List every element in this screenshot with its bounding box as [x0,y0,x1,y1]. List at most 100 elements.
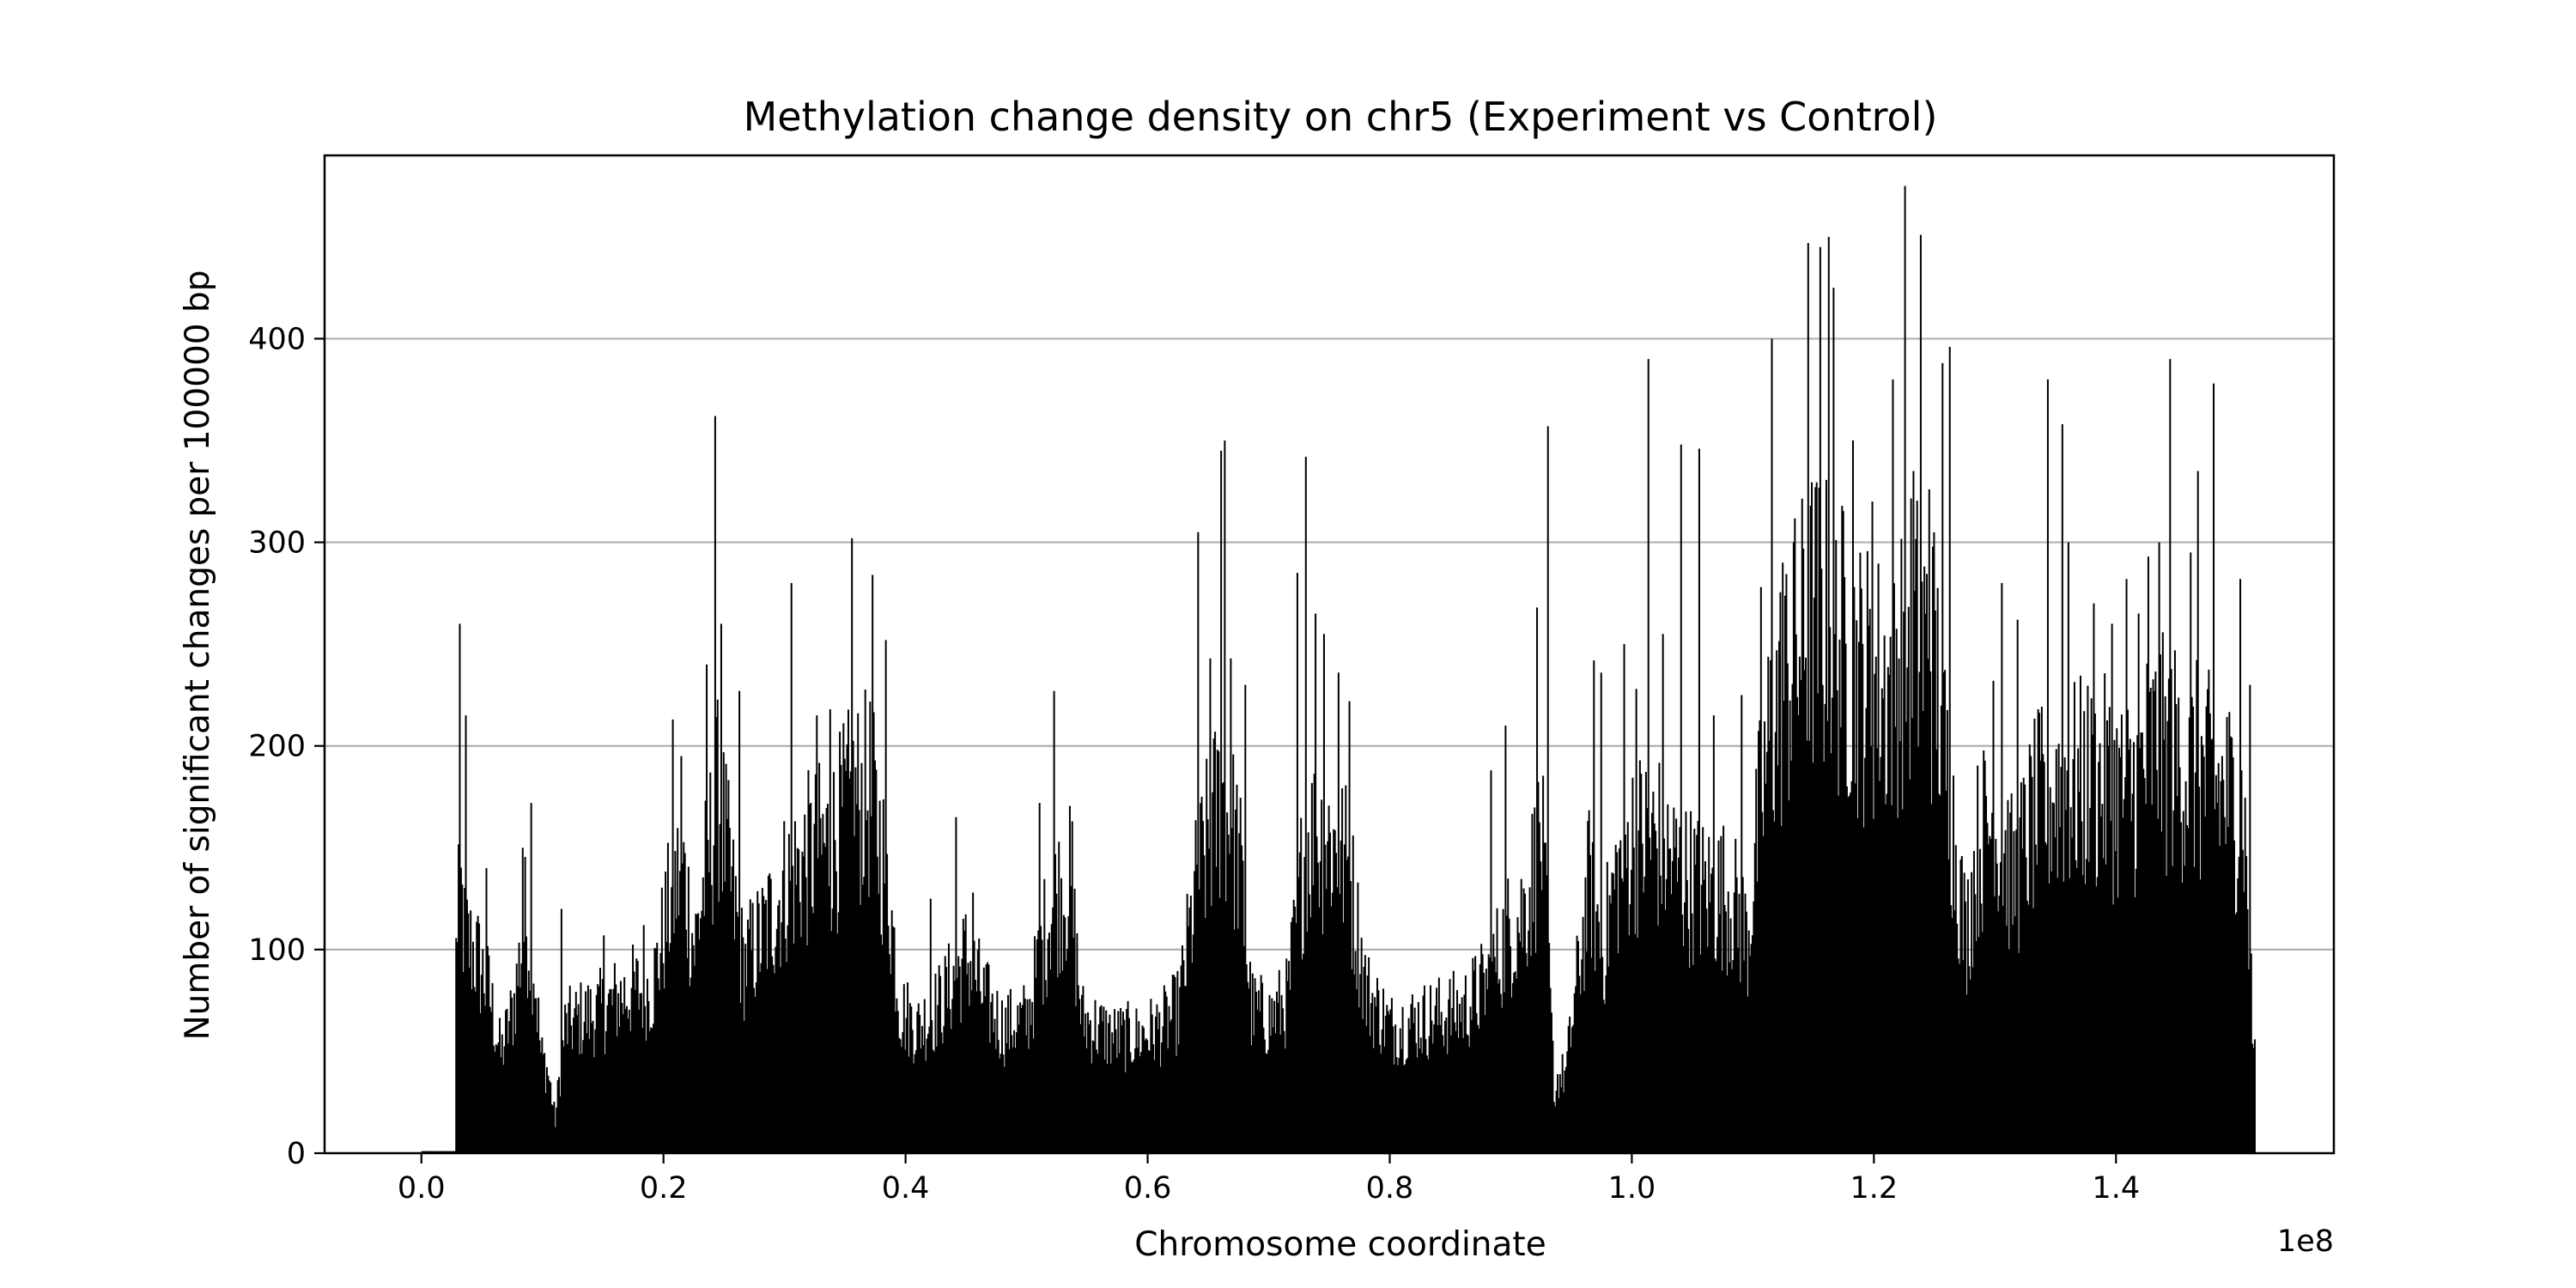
histogram-bar [2163,739,2166,1153]
histogram-bar [814,774,817,1153]
histogram-bar [2117,897,2119,1153]
histogram-bar [928,1026,931,1153]
histogram-bar [1341,788,1344,1153]
histogram-bar [1271,998,1273,1153]
histogram-bar [840,764,842,1153]
histogram-bar [687,866,690,1153]
histogram-bar [2018,952,2020,1153]
histogram-bar [1232,754,1235,1153]
histogram-bar [1616,852,1619,1153]
histogram-bar [960,1023,963,1153]
histogram-bar [1009,988,1012,1153]
histogram-bar [680,756,683,1153]
histogram-bar [1129,1052,1132,1153]
histogram-bar [2247,969,2250,1153]
histogram-bar [1563,1092,1565,1153]
histogram-bar [1021,1005,1024,1153]
histogram-bar [1025,1035,1028,1153]
histogram-bar [653,1024,655,1153]
histogram-bar [1123,1019,1126,1153]
histogram-bar [1619,840,1622,1153]
histogram-bar [973,940,975,1153]
histogram-bar [588,1038,591,1153]
histogram-bar [1358,1007,1360,1153]
histogram-bar [665,941,668,1153]
histogram-bar [1739,981,1741,1153]
histogram-bar [1176,970,1179,1153]
histogram-bar [1546,426,1549,1153]
histogram-bar [1768,740,1771,1153]
histogram-bar [1485,969,1487,1153]
histogram-bar [612,988,615,1153]
histogram-bar [2133,742,2136,1153]
histogram-bar [1321,799,1323,1153]
histogram-bar [1544,842,1546,1153]
histogram-bar [734,876,737,1153]
histogram-bar [1985,795,1988,1153]
histogram-bar [674,851,677,1153]
histogram-bar [755,981,757,1153]
histogram-bar [1938,793,1941,1153]
histogram-bar [981,1002,984,1153]
histogram-bar [1206,819,1209,1153]
histogram-bar [1242,860,1244,1153]
histogram-bar [607,993,610,1153]
histogram-bar [663,988,665,1153]
histogram-bar [2151,805,2154,1153]
histogram-bar [818,762,821,1153]
histogram-bar [969,961,972,1153]
histogram-bar [1106,1064,1109,1153]
histogram-bar [1301,959,1303,1153]
histogram-bar [1248,988,1250,1153]
histogram-bar [1419,1037,1422,1153]
histogram-bar [1975,940,1978,1153]
histogram-bar [1235,809,1237,1153]
histogram-bar [987,964,990,1153]
histogram-bar [2022,777,2025,1153]
histogram-bar [1993,896,1996,1153]
histogram-bar [572,1018,574,1153]
histogram-bar [1141,1025,1144,1153]
histogram-bar [805,877,807,1153]
histogram-bar [544,1053,546,1153]
histogram-bar [1339,894,1341,1153]
histogram-bar [462,972,465,1153]
histogram-bar [1174,976,1176,1153]
histogram-bar [629,1030,632,1153]
histogram-bar [1747,930,1750,1153]
histogram-bar [1932,546,1935,1153]
histogram-bar [2131,793,2134,1153]
histogram-bar [1552,1041,1554,1153]
histogram-bar [1696,835,1698,1153]
histogram-bar [754,996,756,1153]
histogram-bar [1103,1060,1106,1153]
histogram-bar [1463,994,1466,1153]
histogram-bar [1139,1056,1141,1153]
histogram-bar [941,1043,944,1153]
histogram-bar [618,1026,621,1153]
histogram-bar [645,1040,647,1153]
histogram-bar [1573,993,1576,1153]
histogram-bar [577,1004,580,1153]
histogram-bar [1012,1047,1014,1153]
histogram-bar [1925,574,1928,1153]
histogram-bar [789,880,792,1153]
histogram-bar [566,1044,568,1153]
histogram-bar [2048,883,2050,1153]
histogram-bar [1986,823,1989,1153]
histogram-bar [1525,952,1528,1153]
histogram-bar [1038,803,1041,1153]
histogram-bar [2110,821,2112,1153]
histogram-bar [866,810,869,1153]
histogram-bar [1399,1028,1401,1153]
histogram-bar [834,840,836,1153]
histogram-bar [1981,932,1984,1153]
histogram-bar [1489,957,1492,1153]
histogram-bar [817,858,819,1153]
histogram-bar [927,1033,930,1153]
histogram-bar [1300,817,1303,1153]
histogram-bar [485,868,488,1153]
histogram-bar [1221,783,1224,1153]
histogram-bar [1728,962,1731,1153]
histogram-bar [2059,827,2062,1153]
